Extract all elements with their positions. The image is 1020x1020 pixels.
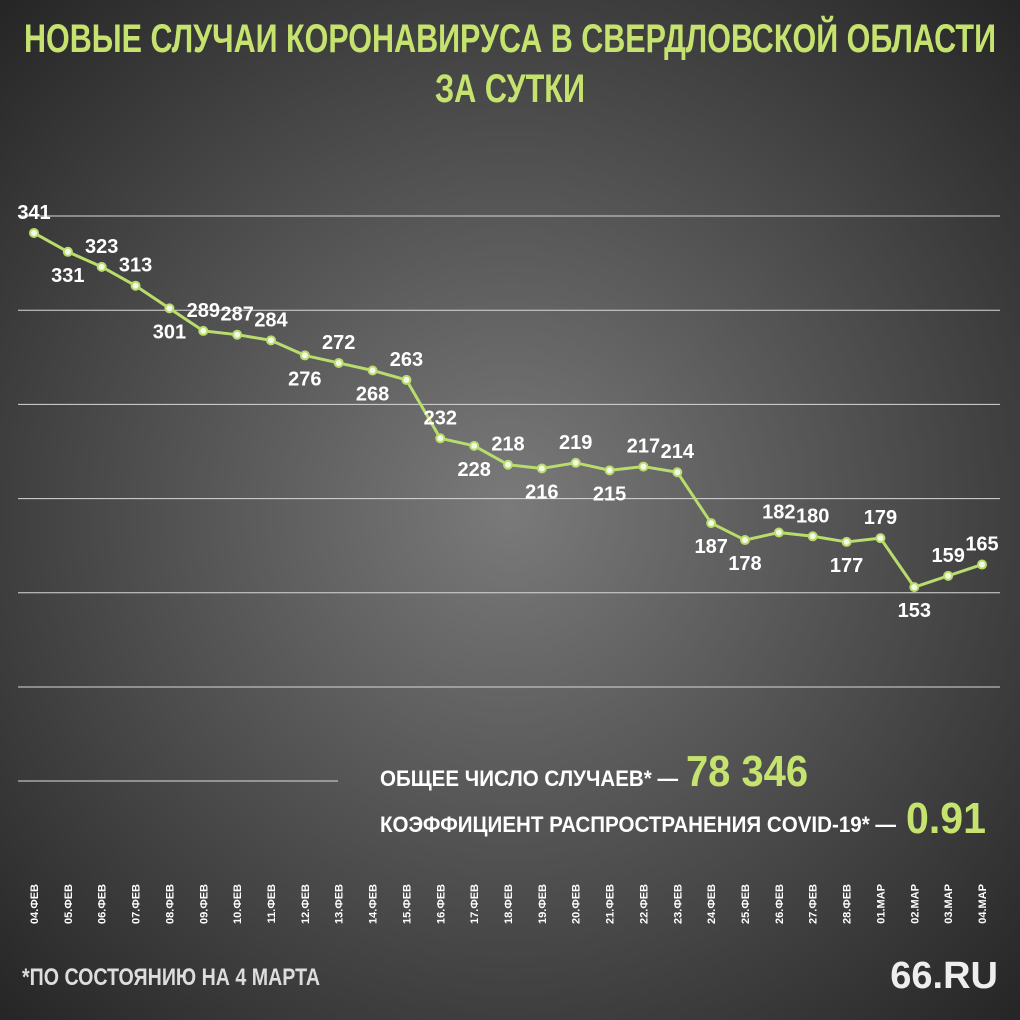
data-label: 153 bbox=[898, 600, 931, 622]
x-tick-label: 09.ФЕВ bbox=[198, 884, 210, 924]
chart-title: НОВЫЕ СЛУЧАИ КОРОНАВИРУСА В СВЕРДЛОВСКОЙ… bbox=[24, 15, 996, 61]
data-point bbox=[96, 261, 107, 272]
data-point bbox=[773, 527, 784, 538]
x-tick-label: 15.ФЕВ bbox=[401, 884, 413, 924]
data-label: 217 bbox=[627, 436, 660, 458]
data-point bbox=[604, 465, 615, 476]
data-point bbox=[299, 350, 310, 361]
data-label: 177 bbox=[830, 555, 863, 577]
data-label: 287 bbox=[220, 304, 253, 326]
data-label: 215 bbox=[593, 483, 626, 505]
x-tick-label: 25.ФЕВ bbox=[740, 884, 752, 924]
data-label: 214 bbox=[661, 441, 695, 463]
x-tick-label: 22.ФЕВ bbox=[638, 884, 650, 924]
data-point bbox=[875, 533, 886, 544]
data-point bbox=[977, 559, 987, 570]
data-label: 165 bbox=[965, 534, 998, 556]
data-label: 228 bbox=[457, 459, 490, 481]
x-tick-label: 12.ФЕВ bbox=[300, 884, 312, 924]
logo: 66.RU bbox=[890, 955, 998, 997]
x-tick-label: 04.ФЕВ bbox=[29, 884, 41, 924]
data-label: 187 bbox=[694, 536, 727, 558]
data-label: 331 bbox=[51, 265, 84, 287]
data-point bbox=[130, 280, 141, 291]
x-tick-label: 18.ФЕВ bbox=[503, 884, 515, 924]
x-tick-label: 07.ФЕВ bbox=[131, 884, 143, 924]
x-tick-label: 26.ФЕВ bbox=[774, 884, 786, 924]
data-label: 341 bbox=[17, 202, 50, 224]
data-point bbox=[638, 461, 649, 472]
x-tick-label: 05.ФЕВ bbox=[63, 884, 75, 924]
x-tick-label: 06.ФЕВ bbox=[97, 884, 109, 924]
data-point bbox=[401, 374, 412, 385]
x-tick-label: 24.ФЕВ bbox=[706, 884, 718, 924]
x-tick-label: 01.МАР bbox=[875, 884, 887, 924]
data-point bbox=[164, 303, 175, 314]
data-point bbox=[841, 536, 852, 547]
data-label: 268 bbox=[356, 383, 389, 405]
x-tick-label: 17.ФЕВ bbox=[469, 884, 481, 924]
data-point bbox=[232, 329, 243, 340]
data-point bbox=[570, 457, 581, 468]
x-tick-label: 04.МАР bbox=[977, 884, 989, 924]
data-label: 272 bbox=[322, 332, 355, 354]
data-label: 219 bbox=[559, 432, 592, 454]
x-tick-label: 21.ФЕВ bbox=[605, 884, 617, 924]
total-value: 78 346 bbox=[686, 747, 808, 796]
data-point bbox=[672, 467, 683, 478]
rate-label: КОЭФФИЦИЕНТ РАСПРОСТРАНЕНИЯ COVID-19* — bbox=[380, 812, 896, 837]
x-tick-label: 08.ФЕВ bbox=[164, 884, 176, 924]
x-tick-label: 02.МАР bbox=[909, 884, 921, 924]
data-label: 289 bbox=[187, 300, 220, 322]
x-tick-label: 28.ФЕВ bbox=[842, 884, 854, 924]
data-point bbox=[503, 459, 513, 470]
data-point bbox=[469, 440, 480, 451]
x-tick-label: 11.ФЕВ bbox=[266, 884, 278, 923]
data-point bbox=[62, 246, 73, 257]
data-label: 179 bbox=[864, 507, 897, 529]
rate-value: 0.91 bbox=[906, 794, 986, 843]
total-label: ОБЩЕЕ ЧИСЛО СЛУЧАЕВ* — bbox=[380, 766, 678, 791]
chart-title: ЗА СУТКИ bbox=[435, 67, 585, 111]
x-tick-label: 23.ФЕВ bbox=[672, 884, 684, 924]
data-point bbox=[333, 357, 344, 368]
data-label: 284 bbox=[254, 309, 288, 331]
data-point bbox=[706, 518, 717, 529]
data-point bbox=[740, 535, 750, 546]
data-label: 313 bbox=[119, 255, 152, 277]
data-label: 180 bbox=[796, 505, 829, 527]
data-point bbox=[909, 582, 920, 593]
data-point bbox=[266, 335, 276, 346]
data-label: 218 bbox=[491, 434, 524, 456]
data-point bbox=[198, 325, 209, 336]
x-tick-label: 10.ФЕВ bbox=[232, 884, 244, 924]
data-label: 276 bbox=[288, 368, 321, 390]
data-label: 263 bbox=[390, 349, 423, 371]
x-tick-label: 13.ФЕВ bbox=[334, 884, 346, 924]
data-label: 301 bbox=[153, 321, 186, 343]
data-label: 182 bbox=[762, 502, 795, 524]
data-label: 178 bbox=[728, 553, 761, 575]
data-point bbox=[943, 570, 954, 581]
data-point bbox=[367, 365, 378, 376]
x-tick-label: 19.ФЕВ bbox=[537, 884, 549, 924]
x-tick-label: 16.ФЕВ bbox=[435, 884, 447, 924]
x-tick-label: 03.МАР bbox=[943, 884, 955, 924]
data-label: 159 bbox=[931, 545, 964, 567]
data-label: 232 bbox=[424, 407, 457, 429]
data-label: 216 bbox=[525, 481, 558, 503]
footnote: *ПО СОСТОЯНИЮ НА 4 МАРТА bbox=[22, 964, 320, 991]
x-tick-label: 14.ФЕВ bbox=[368, 884, 380, 924]
x-tick-label: 27.ФЕВ bbox=[808, 884, 820, 924]
data-label: 323 bbox=[85, 236, 118, 258]
data-point bbox=[29, 227, 39, 238]
data-point bbox=[536, 463, 547, 474]
x-tick-label: 20.ФЕВ bbox=[571, 884, 583, 924]
data-point bbox=[435, 433, 446, 444]
data-point bbox=[807, 531, 818, 542]
